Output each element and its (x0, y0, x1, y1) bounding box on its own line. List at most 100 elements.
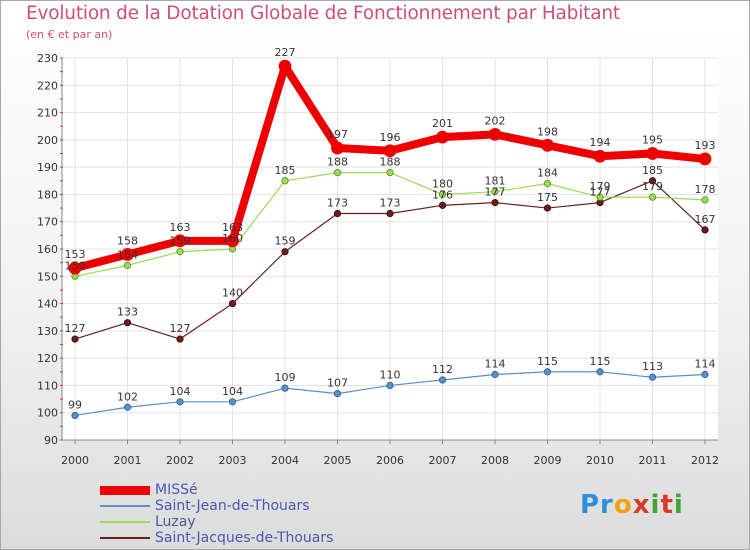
data-label: 173 (327, 197, 348, 210)
data-label: 227 (275, 46, 296, 59)
data-label: 188 (380, 156, 401, 169)
data-point (68, 261, 82, 275)
data-label: 196 (380, 131, 401, 144)
data-label: 198 (537, 125, 558, 138)
data-label: 173 (380, 197, 401, 210)
data-point (333, 169, 342, 177)
data-point (438, 190, 447, 199)
x-tick-label: 2001 (114, 454, 142, 467)
y-tick-label: 120 (37, 352, 58, 365)
x-tick-label: 2011 (639, 454, 667, 467)
data-point (543, 179, 552, 188)
logo-part: t (660, 490, 674, 520)
data-point (386, 209, 394, 218)
data-point (176, 248, 184, 256)
y-tick-label: 150 (37, 270, 58, 283)
legend-label: Luzay (155, 514, 196, 530)
data-point (71, 335, 79, 343)
data-label: 127 (170, 322, 191, 335)
data-point (646, 147, 659, 160)
data-label: 167 (695, 213, 716, 226)
data-point (278, 59, 292, 73)
data-point (491, 188, 499, 196)
data-label: 114 (485, 358, 506, 371)
data-label: 154 (117, 248, 138, 261)
data-label: 163 (170, 221, 191, 234)
data-point (491, 199, 499, 207)
data-point (331, 141, 344, 155)
data-point (226, 234, 239, 248)
data-label: 140 (222, 287, 243, 300)
data-label: 177 (590, 186, 611, 199)
data-label: 185 (642, 164, 663, 177)
data-label: 202 (485, 114, 506, 127)
data-point (543, 204, 552, 212)
data-point (281, 177, 289, 185)
data-label: 115 (537, 355, 558, 368)
data-label: 115 (590, 355, 611, 368)
data-label: 158 (117, 234, 138, 247)
data-label: 194 (590, 136, 611, 149)
data-point (281, 384, 289, 392)
y-tick-label: 160 (37, 243, 58, 256)
data-label: 104 (170, 385, 191, 398)
data-point (543, 368, 552, 376)
data-point (596, 193, 604, 201)
data-label: 110 (380, 368, 401, 381)
y-tick-label: 220 (37, 79, 58, 92)
y-tick-label: 180 (37, 188, 58, 201)
chart-subtitle: (en € et par an) (26, 28, 113, 41)
y-tick-label: 210 (37, 107, 58, 120)
data-point (123, 261, 132, 269)
data-label: 99 (68, 398, 82, 411)
logo-part: o (613, 490, 633, 520)
data-point (123, 403, 132, 411)
y-tick-label: 90 (44, 434, 58, 447)
data-point (488, 127, 502, 141)
legend-swatch (100, 537, 150, 539)
data-label: 185 (275, 164, 296, 177)
data-point (491, 370, 499, 379)
data-point (698, 152, 712, 166)
data-label: 114 (695, 358, 716, 371)
x-tick-label: 2012 (691, 454, 719, 467)
data-label: 112 (432, 363, 453, 376)
data-label: 127 (65, 322, 86, 335)
y-tick-label: 100 (37, 407, 58, 420)
data-point (228, 299, 237, 308)
y-tick-label: 130 (37, 325, 58, 338)
legend-swatch (100, 485, 150, 495)
y-tick-label: 140 (37, 298, 58, 311)
data-label: 159 (275, 235, 296, 248)
data-point (173, 234, 187, 248)
data-label: 176 (432, 188, 453, 201)
x-tick-label: 2003 (219, 454, 247, 467)
data-point (438, 376, 447, 384)
x-tick-label: 2005 (324, 454, 352, 467)
x-tick-label: 2000 (61, 454, 89, 467)
data-label: 193 (695, 139, 716, 152)
data-point (436, 130, 449, 144)
data-point (176, 398, 184, 406)
data-point (541, 138, 554, 152)
data-label: 179 (642, 180, 663, 193)
data-label: 177 (485, 186, 506, 199)
x-tick-label: 2008 (481, 454, 509, 467)
data-label: 160 (222, 232, 243, 245)
data-label: 175 (537, 191, 558, 204)
data-point (596, 368, 604, 376)
data-point (71, 411, 79, 420)
data-label: 104 (222, 385, 243, 398)
logo-part: Pr (580, 490, 614, 520)
data-point (123, 319, 132, 327)
y-tick-label: 190 (37, 161, 58, 174)
proxiti-logo: Proxiti (580, 490, 684, 520)
data-point (438, 201, 447, 209)
data-label: 107 (327, 377, 348, 390)
logo-part: x (632, 490, 651, 520)
data-point (176, 335, 184, 343)
data-label: 201 (432, 117, 453, 130)
legend-swatch (100, 521, 150, 523)
data-label: 113 (642, 360, 663, 373)
